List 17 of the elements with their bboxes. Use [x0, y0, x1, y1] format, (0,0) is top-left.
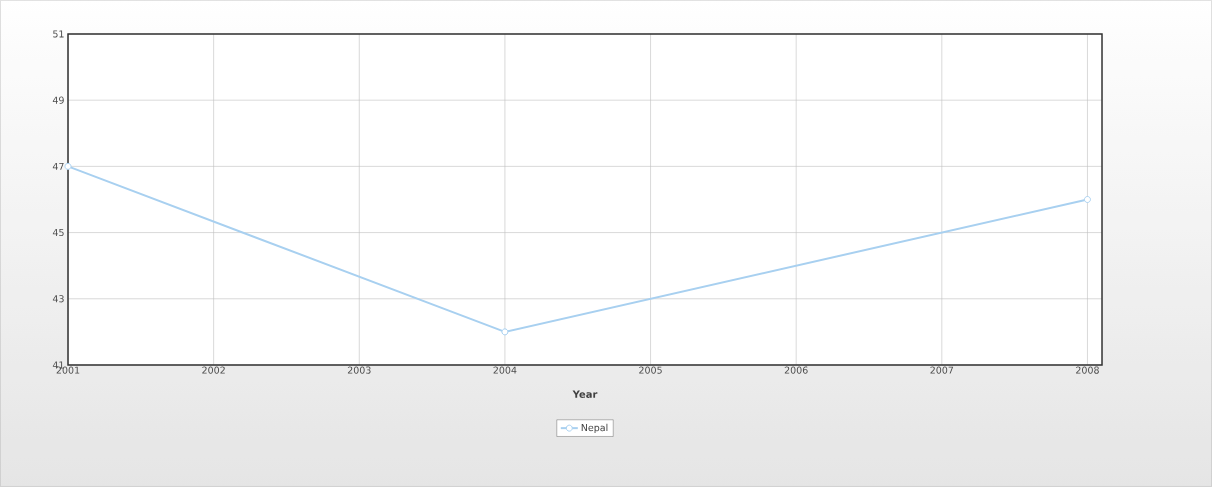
x-axis-title: Year [572, 390, 598, 398]
point [1083, 195, 1091, 203]
x-tick-label: 2004 [493, 366, 517, 374]
point [501, 328, 509, 336]
x-tick-label: 2006 [784, 366, 808, 374]
y-tick-label: 43 [52, 295, 64, 303]
x-tick-label: 2002 [202, 366, 225, 374]
x-tick-label: 2005 [639, 366, 662, 374]
x-tick-label: 2007 [930, 366, 954, 374]
y-tick-label: 45 [52, 229, 64, 237]
legend-label: Nepal [581, 423, 608, 433]
x-tick-label: 2003 [347, 366, 371, 374]
x-tick-label: 2008 [1076, 366, 1099, 374]
point [64, 162, 72, 170]
y-tick-label: 51 [53, 30, 64, 38]
y-tick-label: 49 [52, 96, 64, 104]
y-tick-label: 47 [52, 162, 64, 170]
